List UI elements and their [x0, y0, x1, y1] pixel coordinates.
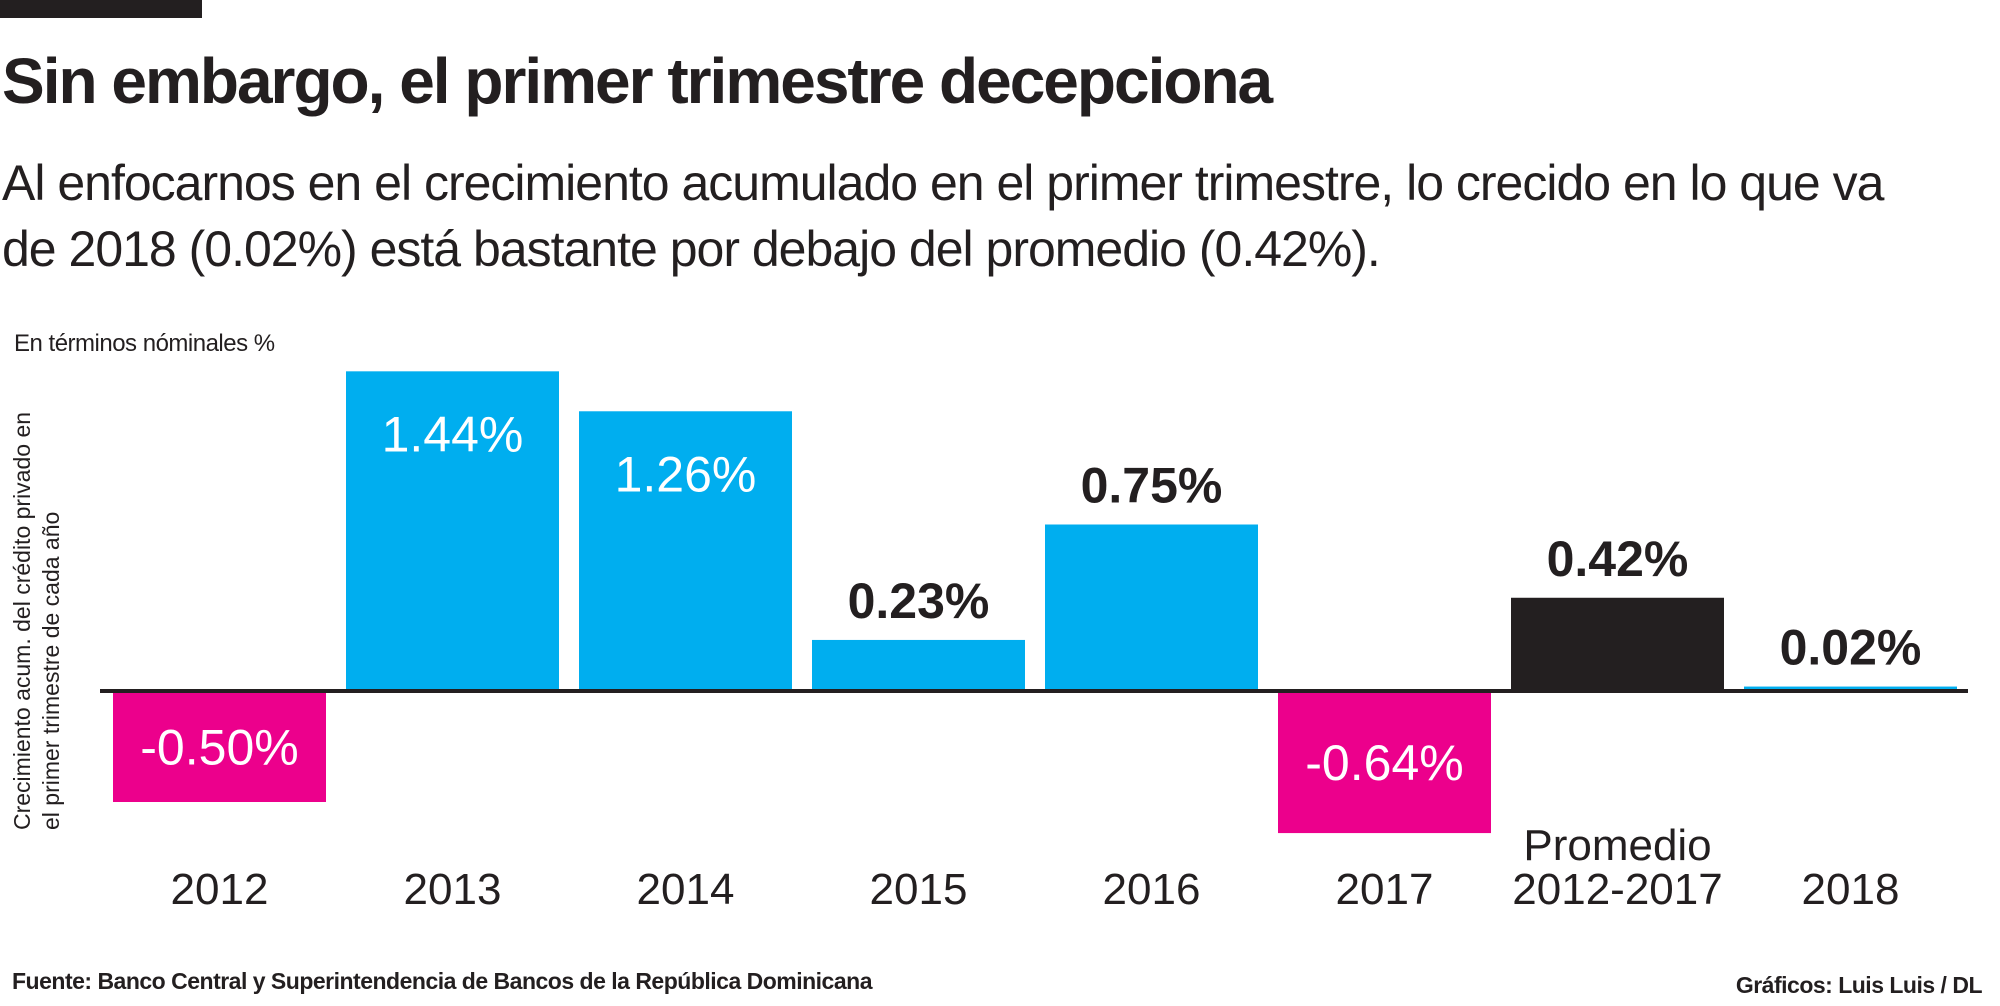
bar-2012 [113, 691, 326, 802]
category-label: Promedio [1523, 821, 1711, 870]
data-label: 0.02% [1780, 620, 1922, 676]
bar-2017 [1278, 691, 1491, 834]
data-label: -0.64% [1305, 735, 1463, 791]
credit-note: Gráficos: Luis Luis / DL [1735, 972, 1983, 998]
data-label: 1.44% [382, 406, 524, 462]
data-label: 1.26% [615, 446, 757, 502]
category-label: 2016 [1103, 865, 1201, 914]
data-label: -0.50% [140, 720, 298, 776]
category-label: 2013 [404, 865, 502, 914]
category-label: 2018 [1802, 865, 1900, 914]
top-accent-bar [0, 0, 202, 18]
data-label: 0.23% [848, 573, 990, 629]
bar-2013 [346, 371, 559, 691]
bar-2014 [579, 411, 792, 691]
category-label: 2015 [870, 865, 968, 914]
bar-2016 [1045, 524, 1258, 691]
unit-label: En términos nóminales % [14, 330, 275, 357]
data-label: 0.42% [1547, 531, 1689, 587]
chart-subtitle: Al enfocarnos en el crecimiento acumulad… [2, 155, 1884, 277]
bar-2015 [812, 639, 1025, 691]
data-label: 0.75% [1081, 458, 1223, 514]
category-label: 2017 [1336, 865, 1434, 914]
bar-2018 [1744, 686, 1957, 691]
source-note: Fuente: Banco Central y Superintendencia… [12, 968, 872, 994]
category-label: 2012 [171, 865, 269, 914]
category-label: 2012-2017 [1512, 865, 1722, 914]
bar-promedio-2012-2017 [1511, 597, 1724, 691]
chart-title: Sin embargo, el primer trimestre decepci… [2, 45, 1273, 117]
category-label: 2014 [637, 865, 735, 914]
